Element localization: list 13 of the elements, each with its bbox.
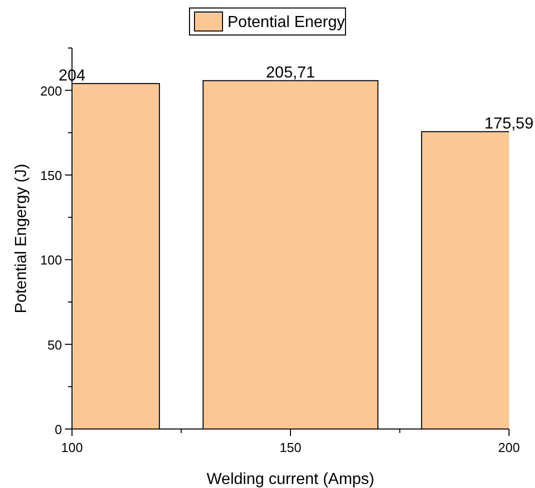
y-tick-label: 150 [40,168,62,183]
x-tick-label: 100 [61,440,83,455]
x-tick-label: 150 [280,440,302,455]
data-label: 205,71 [266,64,316,82]
data-label: 175,59 [484,116,534,133]
legend-label: Potential Energy [228,14,345,31]
y-tick-label: 0 [54,422,62,437]
y-axis-title: Potential Engergy (J) [13,164,30,314]
x-tick-label: 200 [498,440,520,455]
y-tick-label: 200 [40,83,62,98]
y-tick-label: 100 [40,252,62,268]
y-tick-label: 50 [48,337,62,352]
x-axis-title: Welding current (Amps) [206,471,374,488]
